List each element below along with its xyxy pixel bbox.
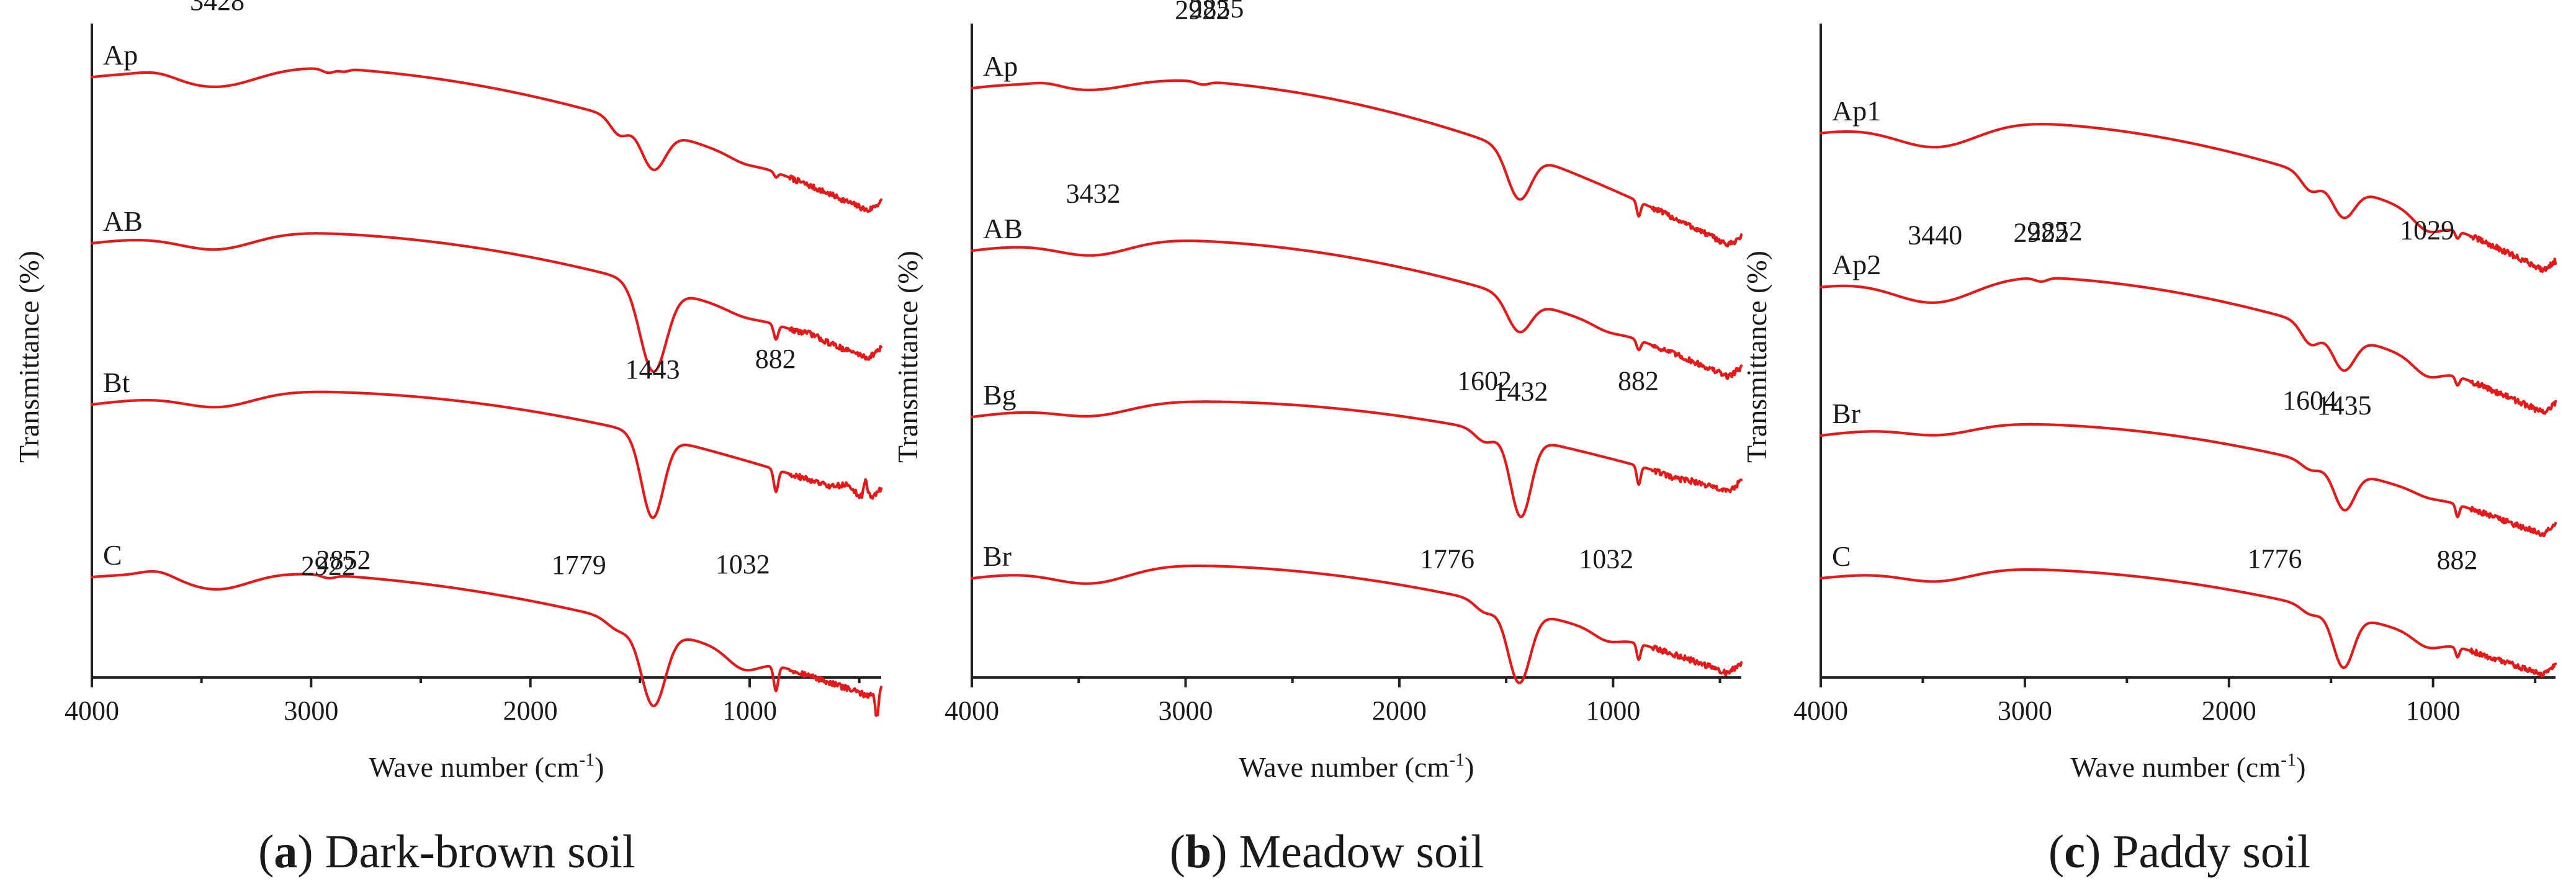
x-tick-label: 4000 xyxy=(1793,695,1848,726)
peak-label: 3428 xyxy=(190,0,245,16)
caption-text: Paddy soil xyxy=(2101,826,2310,878)
panel-b: 4000 3000 2000 1000 Transmittance (%) Wave nu… xyxy=(892,0,1743,878)
x-axis-label: Wave number (cm-1) xyxy=(369,749,604,783)
caption-paren-open: ( xyxy=(1170,826,1185,878)
spectrum-line-Ap xyxy=(90,67,883,213)
series-label: C xyxy=(1832,540,1851,572)
peak-label: 1776 xyxy=(2247,543,2302,574)
x-axis-label-text: Wave number (cm xyxy=(2071,751,2281,783)
x-axis-label-sup: -1 xyxy=(579,749,595,770)
peak-label: 2852 xyxy=(316,545,371,575)
x-tick-label: 2000 xyxy=(503,695,558,726)
series-label: Bg xyxy=(983,379,1016,411)
spectrum-line-AB xyxy=(970,239,1743,380)
spectrum-line-AB xyxy=(90,232,883,373)
caption-letter: c xyxy=(2064,826,2085,878)
peak-label: 1604 xyxy=(2282,385,2337,416)
peak-label: 1029 xyxy=(2400,215,2454,246)
peak-label: 2922 xyxy=(1175,0,1229,25)
x-tick-label: 3000 xyxy=(1998,695,2052,726)
spectrum-line-Br xyxy=(970,564,1743,684)
x-axis-label-end: ) xyxy=(2296,751,2305,783)
panel-caption: (b) Meadow soil xyxy=(1170,826,1484,878)
caption-paren-close: ) xyxy=(297,826,313,878)
peak-label: 1032 xyxy=(716,549,770,579)
x-axis-label-end: ) xyxy=(595,751,604,783)
spectrum-line-Ap2 xyxy=(1819,277,2557,415)
panel-caption: (a) Dark-brown soil xyxy=(258,826,635,878)
x-tick-label: 4000 xyxy=(65,695,119,726)
x-tick-label: 3000 xyxy=(284,695,338,726)
caption-paren-close: ) xyxy=(1211,826,1227,878)
series-label: Br xyxy=(1832,398,1860,429)
spectrum-line-C xyxy=(90,570,883,717)
x-tick-label: 1000 xyxy=(2406,695,2461,726)
caption-text: Meadow soil xyxy=(1227,826,1484,878)
caption-letter: b xyxy=(1185,826,1211,878)
series-label: AB xyxy=(103,205,143,237)
x-tick-label: 3000 xyxy=(1158,695,1213,726)
y-axis-label: Transmittance (%) xyxy=(892,251,923,463)
y-axis-label: Transmittance (%) xyxy=(1741,251,1772,463)
peak-label: 882 xyxy=(2436,545,2477,575)
panel-c: 4000 3000 2000 1000 Transmittance (%) Wave nu… xyxy=(1741,24,2557,878)
caption-text: Dark-brown soil xyxy=(313,826,635,878)
caption-paren-open: ( xyxy=(2049,826,2064,878)
series-label: Bt xyxy=(103,367,130,398)
panel-caption: (c) Paddy soil xyxy=(2049,826,2310,878)
x-axis-label: Wave number (cm-1) xyxy=(2071,749,2306,783)
panel-a: 4000 3000 2000 1000 Transmittance (%) Wave nu… xyxy=(13,0,883,878)
y-axis-label: Transmittance (%) xyxy=(13,251,45,463)
x-axis-label-sup: -1 xyxy=(1449,749,1465,770)
peak-label: 1443 xyxy=(625,354,680,385)
spectrum-line-C xyxy=(1819,568,2557,678)
series-label: Ap xyxy=(103,39,138,71)
caption-letter: a xyxy=(274,826,297,878)
spectrum-line-Ap1 xyxy=(1819,123,2557,273)
series-label: Ap xyxy=(983,50,1018,82)
x-tick-label: 2000 xyxy=(1372,695,1427,726)
peak-label: 3432 xyxy=(1066,179,1121,209)
x-axis-label-sup: -1 xyxy=(2281,749,2296,770)
peak-label: 1779 xyxy=(552,550,606,580)
x-axis-label-text: Wave number (cm xyxy=(369,751,580,783)
peak-label: 1435 xyxy=(2317,390,2372,421)
x-tick-label: 4000 xyxy=(945,695,999,726)
caption-paren-open: ( xyxy=(258,826,274,878)
peak-label: 2922 xyxy=(301,550,356,581)
peak-label: 882 xyxy=(1618,366,1659,396)
x-axis-label-end: ) xyxy=(1465,751,1474,783)
peak-label: 882 xyxy=(755,344,796,374)
peak-label: 2922 xyxy=(2014,218,2068,248)
spectrum-line-Bg xyxy=(970,400,1743,519)
x-tick-label: 2000 xyxy=(2202,695,2256,726)
peak-label: 1776 xyxy=(1420,544,1474,574)
caption-paren-close: ) xyxy=(2085,826,2101,878)
spectrum-line-Ap xyxy=(970,79,1743,248)
x-axis-label-text: Wave number (cm xyxy=(1239,751,1450,783)
series-label: Ap2 xyxy=(1832,249,1881,280)
x-tick-label: 1000 xyxy=(722,695,777,726)
spectrum-line-Br xyxy=(1819,422,2557,537)
spectrum-line-Bt xyxy=(90,390,883,519)
peak-label: 1032 xyxy=(1579,544,1633,574)
peak-label: 1602 xyxy=(1457,366,1512,396)
series-label: Ap1 xyxy=(1832,95,1881,127)
series-label: Br xyxy=(983,540,1012,572)
series-label: C xyxy=(103,539,122,571)
peak-label: 3440 xyxy=(1908,220,1962,251)
peak-label: 1432 xyxy=(1494,377,1548,407)
peak-label: 2855 xyxy=(1189,0,1244,24)
x-axis-label: Wave number (cm-1) xyxy=(1239,749,1474,783)
peak-label: 2852 xyxy=(2028,216,2083,246)
series-label: AB xyxy=(983,213,1023,244)
x-tick-label: 1000 xyxy=(1586,695,1640,726)
